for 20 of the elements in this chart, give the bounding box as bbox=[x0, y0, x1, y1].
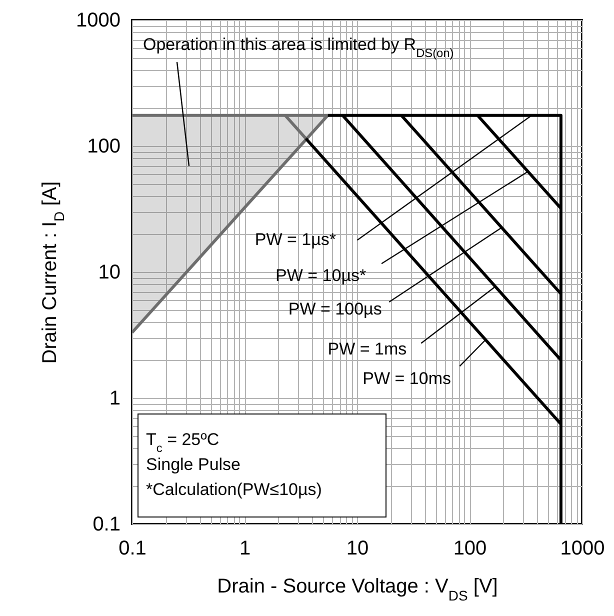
x-axis-title: Drain - Source Voltage : V$_{DS}$ [V] bbox=[217, 576, 498, 604]
y-tick-label: 1 bbox=[109, 388, 120, 410]
x-tick-label: 1 bbox=[239, 538, 251, 560]
annotation: Operation in this area is limited by R$_{DS(on)}$ bbox=[143, 35, 454, 60]
annotation: PW = 10ms bbox=[362, 368, 452, 388]
x-tick-label: 10 bbox=[346, 538, 369, 560]
y-tick-label: 0.1 bbox=[92, 514, 120, 536]
y-tick-label: 100 bbox=[87, 136, 120, 158]
x-tick-label: 100 bbox=[453, 538, 487, 560]
annotation: PW = 10µs* bbox=[276, 266, 367, 286]
annotation: T$_{c}$ = 25ºC bbox=[146, 430, 220, 455]
annotation: Single Pulse bbox=[146, 455, 241, 474]
annotation: PW = 1ms bbox=[328, 340, 407, 359]
y-tick-label: 10 bbox=[98, 262, 120, 284]
annotation: PW = 1µs* bbox=[254, 230, 336, 250]
x-tick-label: 0.1 bbox=[118, 538, 146, 560]
x-tick-label: 1000 bbox=[560, 538, 605, 560]
annotation: PW = 100µs bbox=[288, 300, 382, 319]
y-tick-label: 1000 bbox=[76, 10, 120, 32]
annotation: *Calculation(PW≤10µs) bbox=[146, 480, 322, 499]
